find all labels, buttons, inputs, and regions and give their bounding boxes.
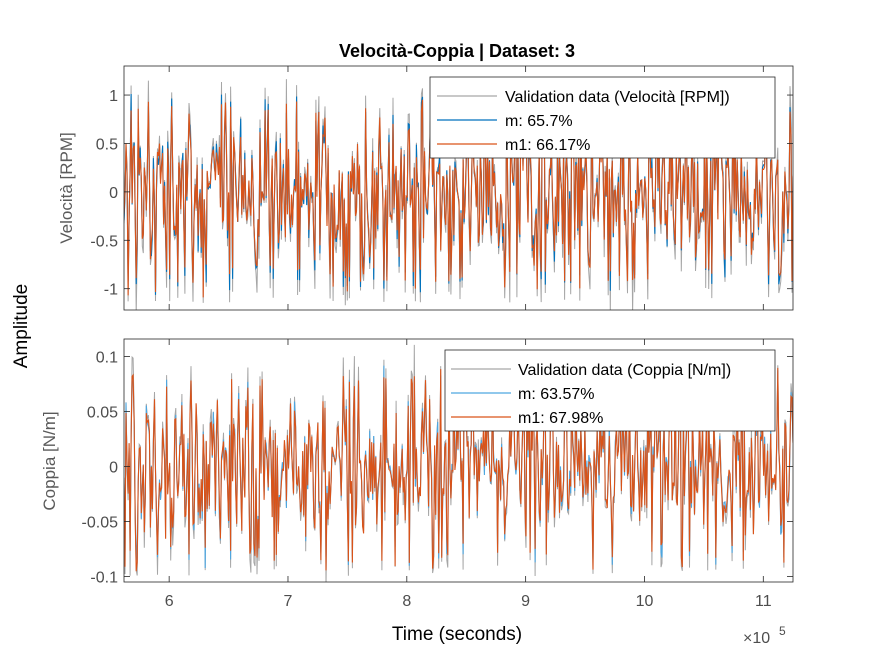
ytick-label-velocita: 1 [109,88,118,105]
legend-coppia[interactable]: Validation data (Coppia [N/m]) m: 63.57%… [444,349,776,432]
subplot-velocita: -1 -0.5 0 0.5 1 Velocità [RPM] Validation da… [57,65,794,311]
axes-box-velocita [123,65,794,311]
xlabel: Time (seconds) [392,624,522,645]
x-exponent-power: 5 [779,624,786,638]
xticks-coppia: 6 7 8 9 10 11 [165,339,772,610]
legend-entry-validation-coppia: Validation data (Coppia [N/m]) [518,362,731,379]
yticks-velocita: -1 -0.5 0 0.5 1 [90,88,793,299]
legend-entry-validation-velocita: Validation data (Velocità [RPM]) [505,89,730,106]
ytick-label-velocita: -1 [104,282,118,299]
x-exponent-label: ×10 5 [743,624,786,647]
legend-entry-m1-coppia: m1: 67.98% [518,410,603,427]
ytick-label-velocita: -0.5 [90,233,118,250]
legend-entry-m-coppia: m: 63.57% [518,386,594,403]
xtick-label: 9 [521,593,530,610]
chart-title: Velocità-Coppia | Dataset: 3 [339,41,575,61]
ytick-label-velocita: 0 [109,185,118,202]
ylabel-coppia: Coppia [N/m] [40,411,59,510]
legend-entry-m-velocita: m: 65.7% [505,113,573,130]
series-m1-velocita [124,86,793,298]
ytick-label-coppia: 0 [109,460,118,477]
xtick-label: 10 [636,593,654,610]
ylabel-velocita: Velocità [RPM] [57,132,76,244]
legend-entry-m1-velocita: m1: 66.17% [505,137,590,154]
ytick-label-velocita: 0.5 [96,136,118,153]
legend-velocita[interactable]: Validation data (Velocità [RPM]) m: 65.7… [429,76,776,159]
xticks-velocita [168,66,764,310]
axes-box-coppia [123,338,794,583]
ytick-label-coppia: 0.1 [96,350,118,367]
yticks-coppia: -0.1 -0.05 0 0.05 0.1 [82,350,793,587]
xtick-label: 11 [755,593,772,610]
ytick-label-coppia: -0.1 [90,570,118,587]
xtick-label: 6 [165,593,174,610]
x-exponent-base: ×10 [743,630,770,647]
xtick-label: 7 [284,593,293,610]
ytick-label-coppia: 0.05 [87,405,118,422]
shared-ylabel: Amplitude [11,284,32,369]
xtick-label: 8 [402,593,411,610]
ytick-label-coppia: -0.05 [82,515,119,532]
plot-area-velocita [124,79,793,310]
